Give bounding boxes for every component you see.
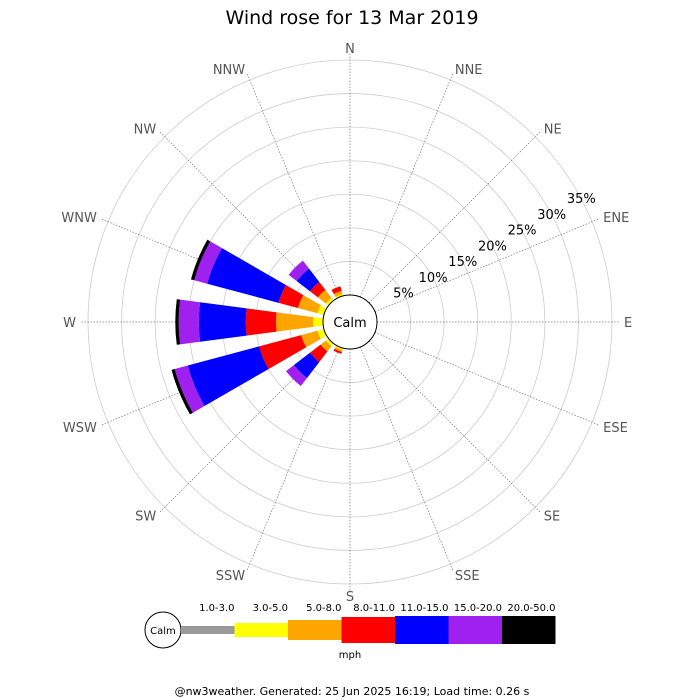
petal-wnw-bin-5 bbox=[194, 241, 222, 284]
grid-spoke bbox=[246, 72, 340, 298]
direction-label-ese: ESE bbox=[603, 421, 628, 436]
legend-swatch-6 bbox=[502, 616, 556, 644]
legend-unit: mph bbox=[339, 650, 361, 661]
ring-label: 5% bbox=[393, 287, 414, 302]
grid-spoke bbox=[374, 218, 600, 312]
petal-wsw-bin-4 bbox=[187, 346, 269, 406]
legend-swatch-1 bbox=[234, 623, 288, 637]
direction-label-n: N bbox=[345, 42, 355, 57]
grid-spoke bbox=[368, 340, 542, 514]
petal-ssw-bin-1 bbox=[335, 345, 344, 351]
petal-w-bin-4 bbox=[198, 302, 247, 342]
grid-spoke bbox=[360, 72, 454, 298]
petal-wsw-bin-3 bbox=[259, 335, 307, 370]
petal-nw-bin-2 bbox=[317, 289, 332, 304]
petal-nw-bin-1 bbox=[325, 297, 334, 306]
legend-calm-label: Calm bbox=[150, 626, 176, 637]
legend-swatch-3 bbox=[341, 617, 395, 643]
grid-spoke bbox=[368, 130, 542, 304]
petal-ssw-bin-3 bbox=[333, 348, 342, 354]
petal-nw-bin-5 bbox=[288, 260, 310, 282]
direction-label-sw: SW bbox=[135, 510, 156, 525]
petal-w-bin-5 bbox=[178, 299, 201, 345]
legend-bin-label: 5.0-8.0 bbox=[306, 603, 341, 614]
petal-nnw-bin-2 bbox=[333, 290, 343, 297]
direction-label-w: W bbox=[63, 316, 76, 331]
speed-legend: Calm 1.0-3.0 3.0-5.0 5.0-8.0 8.0-11.0 11.0-15… bbox=[144, 603, 556, 661]
calm-circle bbox=[322, 294, 378, 350]
petal-sw-bin-1 bbox=[325, 338, 334, 347]
grid-spoke bbox=[246, 346, 340, 572]
petal-sw-bin-2 bbox=[320, 340, 332, 352]
direction-label-e: E bbox=[624, 316, 632, 331]
petal-nnw-bin-3 bbox=[331, 286, 342, 294]
petal-ssw-bin-2 bbox=[334, 347, 343, 352]
legend-swatch-5 bbox=[448, 616, 502, 644]
wind-petals bbox=[171, 239, 344, 415]
petal-wnw-bin-3 bbox=[278, 285, 304, 309]
petal-wsw-bin-2 bbox=[301, 330, 321, 348]
petal-wsw-bin-5 bbox=[174, 365, 205, 413]
direction-label-ene: ENE bbox=[603, 211, 629, 226]
direction-label-ne: NE bbox=[544, 122, 562, 137]
ring-label: 10% bbox=[419, 271, 448, 286]
petal-w-bin-2 bbox=[276, 312, 314, 332]
legend-swatch-0 bbox=[181, 626, 235, 634]
calm-center: Calm bbox=[322, 294, 378, 350]
ring-label: 35% bbox=[567, 192, 596, 207]
legend-bin-label: 8.0-11.0 bbox=[353, 603, 395, 614]
ring-labels: 5% 10%15%20%25%30%35% bbox=[393, 192, 596, 302]
legend-bin-label: 15.0-20.0 bbox=[454, 603, 502, 614]
legend-swatch-2 bbox=[288, 620, 342, 640]
legend-bin-label: 3.0-5.0 bbox=[253, 603, 288, 614]
petal-sw-bin-4 bbox=[293, 352, 320, 379]
petal-wsw-bin-6 bbox=[171, 368, 193, 415]
ring-label: 20% bbox=[478, 239, 507, 254]
direction-labels: N NNE NE ENE E ESE SE SSE S SSW SW WSW W WNW NW NNW bbox=[61, 42, 632, 605]
petal-w-bin-3 bbox=[245, 308, 277, 336]
grid-spoke bbox=[374, 332, 600, 426]
petal-nw-bin-3 bbox=[309, 281, 326, 298]
ring-label: 30% bbox=[537, 208, 566, 223]
footer-text: @nw3weather. Generated: 25 Jun 2025 16:1… bbox=[175, 685, 530, 698]
ring-label: 25% bbox=[508, 224, 537, 239]
legend-bin-label: 20.0-50.0 bbox=[507, 603, 555, 614]
legend-swatch-4 bbox=[395, 616, 449, 644]
calm-label: Calm bbox=[333, 316, 366, 331]
direction-label-nw: NW bbox=[134, 122, 157, 137]
direction-label-nnw: NNW bbox=[213, 63, 245, 78]
chart-title: Wind rose for 13 Mar 2019 bbox=[225, 7, 478, 29]
petal-wnw-bin-2 bbox=[297, 295, 321, 314]
direction-label-wnw: WNW bbox=[61, 211, 97, 226]
direction-label-wsw: WSW bbox=[63, 421, 97, 436]
petal-sw-bin-5 bbox=[285, 365, 307, 387]
direction-label-nne: NNE bbox=[455, 63, 483, 78]
petal-wnw-bin-4 bbox=[207, 248, 286, 303]
petal-w-bin-1 bbox=[312, 317, 324, 327]
grid-spoke bbox=[360, 346, 454, 572]
legend-bin-label: 11.0-15.0 bbox=[400, 603, 448, 614]
petal-w-bin-6 bbox=[175, 299, 181, 345]
direction-label-ssw: SSW bbox=[216, 569, 246, 584]
legend-bin-label: 1.0-3.0 bbox=[199, 603, 234, 614]
grid-ring bbox=[154, 126, 546, 518]
petal-nw-bin-4 bbox=[296, 268, 320, 292]
ring-label: 15% bbox=[448, 255, 477, 270]
petal-sw-bin-3 bbox=[309, 344, 328, 363]
petal-nnw-bin-1 bbox=[335, 293, 344, 299]
direction-label-se: SE bbox=[544, 510, 560, 525]
direction-label-s: S bbox=[346, 590, 354, 605]
petal-wnw-bin-6 bbox=[190, 239, 211, 281]
direction-label-sse: SSE bbox=[455, 569, 480, 584]
